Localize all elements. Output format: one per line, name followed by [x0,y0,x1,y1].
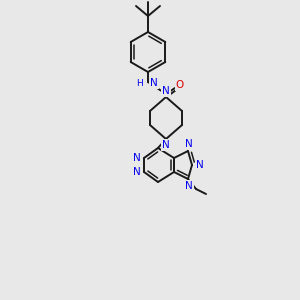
Text: N: N [133,167,141,177]
Text: N: N [185,139,193,149]
Text: O: O [176,80,184,90]
Text: H: H [136,79,143,88]
Text: N: N [196,160,204,170]
Text: N: N [162,86,170,96]
Text: N: N [185,181,193,191]
Text: N: N [150,78,158,88]
Text: N: N [133,153,141,163]
Text: N: N [162,140,170,150]
